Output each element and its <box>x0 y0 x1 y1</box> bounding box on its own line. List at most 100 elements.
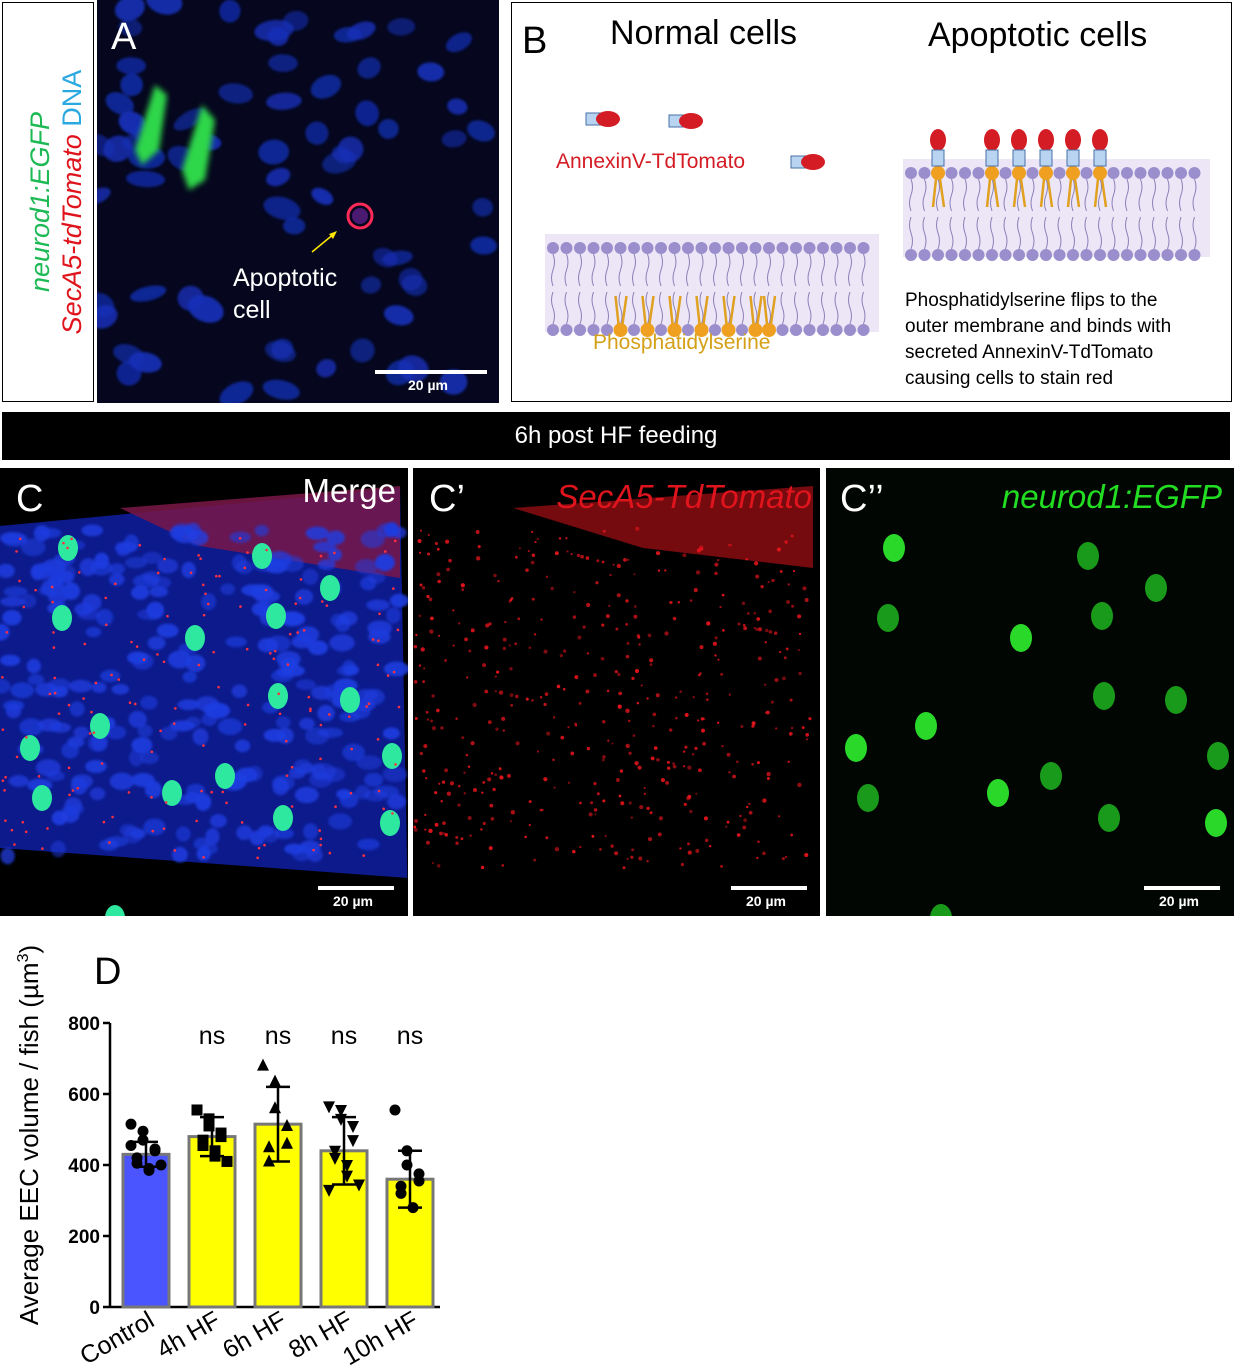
data-point <box>389 1104 401 1116</box>
significance-label: ns <box>331 1022 357 1050</box>
eec-cell <box>1145 574 1167 602</box>
description-line: secreted AnnexinV-TdTomato <box>905 342 1154 363</box>
x-tick-label: 10h HF <box>338 1306 423 1371</box>
panel-c-prime-scalebar <box>731 886 807 890</box>
panel-c-scalebar <box>318 886 394 890</box>
data-point <box>125 1139 137 1151</box>
svg-text:neurod1:EGFP: neurod1:EGFP <box>25 112 55 292</box>
apoptotic-label-line2: cell <box>233 296 271 324</box>
annexin-icon <box>668 112 704 130</box>
annexin-bound-icon <box>929 128 947 167</box>
panel-c-title: Merge <box>302 472 396 509</box>
merge-eec-cell <box>20 735 40 761</box>
phosphatidylserine-icon <box>931 166 945 180</box>
merge-eec-cell <box>382 743 402 769</box>
normal-cells-title: Normal cells <box>610 14 798 52</box>
data-point <box>323 1101 335 1114</box>
data-point <box>263 1140 275 1153</box>
apoptotic-label-line1: Apoptotic <box>233 264 338 292</box>
merge-eec-cell <box>215 763 235 789</box>
data-point <box>335 1104 347 1117</box>
data-point <box>137 1125 149 1137</box>
annexin-label: AnnexinV-TdTomato <box>556 150 746 173</box>
apoptotic-cell-label: Apoptotic cell <box>233 262 337 326</box>
description-line: outer membrane and binds with <box>905 316 1172 337</box>
banner-text: 6h post HF feeding <box>514 422 718 449</box>
panel-c-prime-letter: C’ <box>429 478 465 520</box>
y-tick-label: 400 <box>68 1156 100 1177</box>
phosphatidylserine-icon <box>748 323 763 337</box>
data-point <box>125 1118 137 1130</box>
data-point <box>395 1187 407 1199</box>
phosphatidylserine-icon <box>762 323 776 337</box>
eec-cell <box>1098 804 1120 832</box>
data-point <box>413 1175 425 1187</box>
phosphatidylserine-icon <box>613 323 628 337</box>
eec-cell <box>1040 762 1062 790</box>
data-point <box>191 1104 203 1116</box>
panel-c-prime-scale-text: 20 µm <box>746 893 786 909</box>
panel-b-box <box>511 2 1232 402</box>
panel-c-double-prime-scalebar <box>1144 886 1220 890</box>
bar <box>187 1135 237 1309</box>
description-line: causing cells to stain red <box>905 368 1114 389</box>
merge-eec-cell <box>162 780 182 806</box>
side-label-gene2: SecA5-tdTomato <box>57 134 87 334</box>
x-tick-label: 4h HF <box>152 1306 225 1364</box>
data-point <box>347 1120 359 1133</box>
eec-cell <box>877 604 899 632</box>
merge-eec-cell <box>52 605 72 631</box>
significance-label: ns <box>199 1022 225 1050</box>
panel-d-letter: D <box>94 951 122 993</box>
panel-c-double-prime-letter: C’’ <box>840 478 884 520</box>
phosphatidylserine-icon <box>985 166 999 180</box>
data-point <box>269 1074 281 1087</box>
data-point <box>257 1058 269 1071</box>
data-point <box>281 1136 293 1149</box>
panel-c-merge-image: C Merge 20 µm <box>0 468 408 916</box>
phosphatidylserine-icon <box>1012 166 1026 180</box>
data-point <box>203 1113 215 1125</box>
eec-cell <box>1165 686 1187 714</box>
merge-eec-cell <box>32 785 52 811</box>
data-point <box>197 1139 209 1151</box>
data-point <box>329 1152 341 1165</box>
panel-c-letter: C <box>16 478 44 520</box>
annexin-bound-icon <box>1037 128 1055 167</box>
data-point <box>347 1135 359 1148</box>
eec-cell <box>857 784 879 812</box>
panel-c-double-prime-scale-text: 20 µm <box>1159 893 1199 909</box>
x-tick-label: 6h HF <box>218 1306 291 1364</box>
panel-a-side-label: neurod1:EGFP SecA5-tdTomato DNA <box>25 70 87 335</box>
data-point <box>353 1179 365 1192</box>
panel-a-scalebar <box>375 370 487 374</box>
merge-eec-cell <box>320 575 340 601</box>
merge-eec-cell <box>252 543 272 569</box>
panel-a-side-label-box <box>2 2 94 402</box>
description-line: Phosphatidylserine flips to the <box>905 290 1158 311</box>
eec-cell <box>1077 542 1099 570</box>
svg-text:SecA5-tdTomato DNA: SecA5-tdTomato DNA <box>57 70 87 335</box>
annexin-bound-icon <box>1010 128 1028 167</box>
data-point <box>155 1159 167 1171</box>
panel-b-diagram <box>545 110 1210 337</box>
panel-b-letter: B <box>522 20 548 62</box>
apoptotic-membrane <box>903 128 1210 261</box>
apoptotic-cells-title: Apoptotic cells <box>928 16 1148 54</box>
eec-cell <box>1207 742 1229 770</box>
merge-eec-cell <box>273 805 293 831</box>
bar <box>121 1152 171 1309</box>
annexin-icon <box>585 110 621 128</box>
phosphatidylserine-icon <box>1039 166 1053 180</box>
apoptosis-description: Phosphatidylserine flips to the outer me… <box>905 288 1171 392</box>
significance-label: ns <box>397 1022 423 1050</box>
panel-c-prime-title: SecA5-TdTomato <box>556 478 812 515</box>
panel-d-chart: Average EEC volume / fish (µm3) 0 200 400 6… <box>14 945 440 1371</box>
phosphatidylserine-icon <box>1066 166 1080 180</box>
annexin-bound-icon <box>983 128 1001 167</box>
x-tick-label: Control <box>75 1306 159 1371</box>
normal-membrane <box>545 234 879 337</box>
data-point <box>329 1145 341 1158</box>
phosphatidylserine-icon <box>1093 166 1107 180</box>
panel-a-scale-text: 20 µm <box>408 377 448 393</box>
